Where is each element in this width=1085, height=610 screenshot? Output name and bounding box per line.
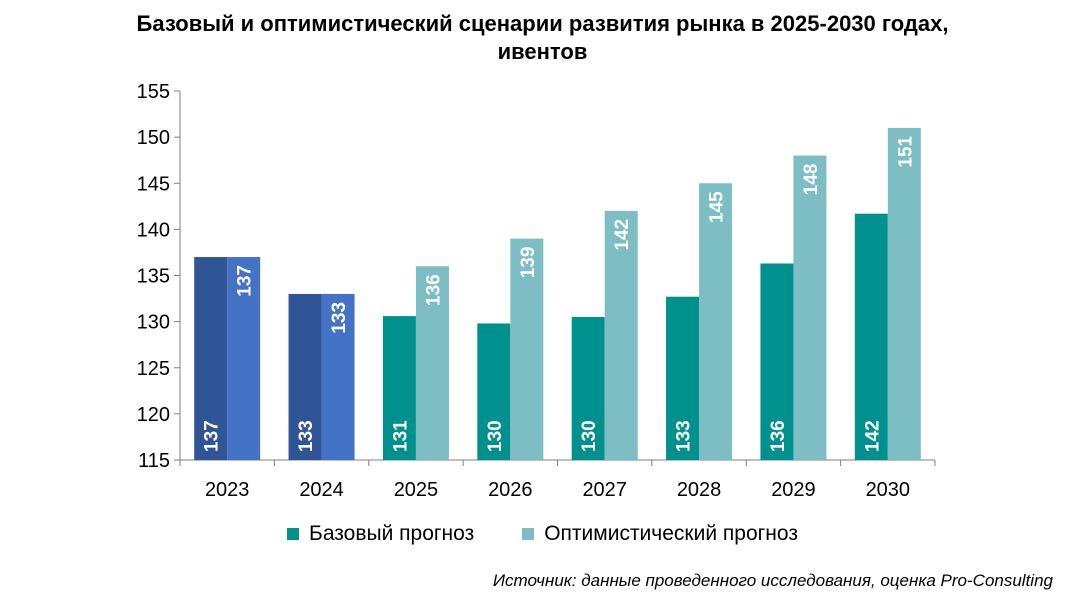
legend-label-base: Базовый прогноз: [309, 522, 475, 545]
x-tick-label: 2029: [771, 479, 816, 501]
y-tick-label: 140: [137, 219, 170, 241]
x-tick-label: 2024: [299, 479, 344, 501]
bar-optimistic: [604, 210, 638, 460]
x-tick-label: 2027: [582, 479, 627, 501]
bar-optimistic: [321, 293, 355, 460]
chart-legend: Базовый прогноз Оптимистический прогноз: [0, 522, 1085, 546]
y-tick-label: 145: [137, 173, 170, 195]
bar-base: [194, 257, 228, 460]
bar-label-optimistic: 137: [235, 265, 256, 297]
bar-base: [666, 296, 700, 460]
x-tick-label: 2026: [488, 479, 533, 501]
bar-label-base: 142: [862, 420, 883, 452]
bar-base: [854, 213, 888, 460]
bar-label-base: 136: [768, 420, 789, 452]
y-tick-label: 135: [137, 266, 170, 288]
bar-optimistic: [793, 155, 827, 460]
bar-base: [477, 323, 511, 460]
y-tick-label: 150: [137, 127, 170, 149]
bar-label-base: 130: [579, 420, 600, 452]
bar-chart: 115 120 125 130 135 140 145 150 155 137 137 2023 133…: [137, 81, 936, 501]
chart-title: Базовый и оптимистический сценарии разви…: [0, 10, 1085, 66]
legend-swatch-base: [287, 528, 300, 540]
bar-label-optimistic: 142: [612, 219, 633, 251]
x-tick-label: 2023: [205, 479, 250, 501]
chart-title-line-2: ивентов: [497, 39, 588, 64]
bar-label-base: 131: [390, 420, 411, 452]
legend-item-optimistic: Оптимистический прогноз: [522, 522, 798, 546]
bar-label-optimistic: 148: [801, 164, 822, 196]
y-tick-label: 130: [137, 312, 170, 334]
bar-label-base: 133: [296, 420, 317, 452]
bar-base: [571, 317, 605, 460]
bar-label-optimistic: 133: [329, 302, 350, 334]
x-tick-label: 2028: [677, 479, 722, 501]
legend-swatch-optimistic: [522, 528, 535, 540]
bar-label-base: 130: [485, 420, 506, 452]
bar-optimistic: [887, 127, 921, 461]
x-tick-label: 2030: [866, 479, 911, 501]
bar-optimistic: [699, 183, 733, 460]
source-note: Источник: данные проведенного исследован…: [492, 571, 1053, 590]
bar-label-optimistic: 136: [423, 274, 444, 306]
bar-optimistic: [227, 257, 261, 460]
y-tick-label: 125: [137, 358, 170, 380]
bar-label-optimistic: 151: [895, 135, 916, 167]
chart-title-line-1: Базовый и оптимистический сценарии разви…: [136, 11, 949, 36]
bar-optimistic: [415, 266, 449, 460]
bar-base: [382, 316, 416, 460]
bar-label-optimistic: 139: [518, 247, 539, 279]
bar-base: [288, 293, 322, 460]
bar-optimistic: [510, 238, 544, 460]
legend-item-base: Базовый прогноз: [287, 522, 474, 546]
y-tick-label: 115: [138, 450, 170, 472]
legend-label-optimistic: Оптимистический прогноз: [544, 522, 798, 545]
y-tick-label: 120: [137, 404, 170, 426]
bar-label-base: 133: [674, 420, 695, 452]
bar-label-base: 137: [202, 420, 223, 452]
y-tick-label: 155: [137, 81, 170, 103]
x-tick-label: 2025: [394, 479, 439, 501]
bar-base: [760, 263, 794, 460]
bar-label-optimistic: 145: [707, 191, 728, 223]
